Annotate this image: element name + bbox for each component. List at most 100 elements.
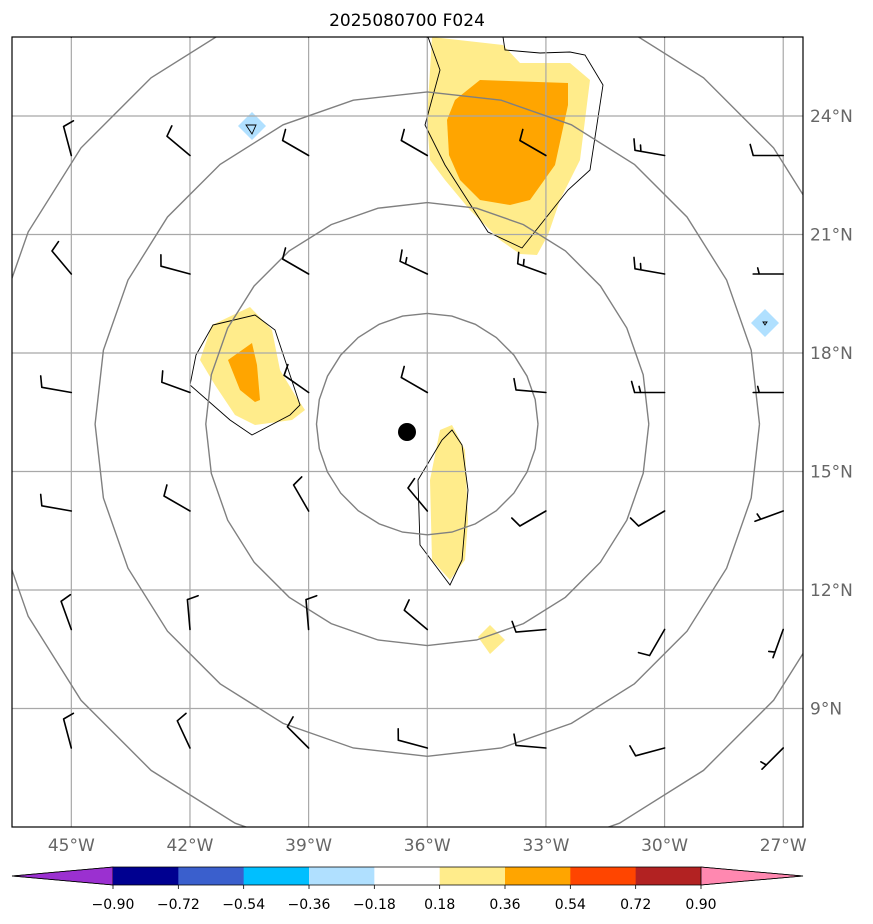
outline-west (189, 314, 301, 436)
shade-blue-nw (238, 112, 266, 140)
wind-barb-3-1 (161, 370, 191, 394)
wind-barb-6-0 (62, 712, 75, 749)
wind-barb-3-5 (630, 380, 666, 394)
wind-barb-0-0 (70, 37, 73, 38)
colorbar-segment-3 (309, 867, 375, 885)
wind-barb-1-1 (166, 125, 191, 157)
colorbar-segment-2 (243, 867, 310, 885)
colorbar-tick-label: 0.36 (489, 897, 520, 913)
range-ring-4 (12, 37, 803, 827)
wind-barb-3-3 (400, 365, 429, 394)
colorbar-tick-label: −0.18 (353, 897, 396, 913)
colorbar-tick-label: −0.90 (92, 897, 135, 913)
wind-barb-3-2 (283, 363, 310, 394)
lat-tick-label: 12°N (810, 581, 853, 601)
colorbar-tick-label: −0.36 (288, 897, 331, 913)
colorbar: −0.90 −0.72 −0.54 −0.36 −0.18 0.18 0.36 0.54 0.7… (11, 866, 804, 913)
wind-barb-1-5 (633, 138, 666, 157)
colorbar-segment-6 (505, 867, 571, 885)
wind-barb-6-3 (397, 728, 429, 749)
wind-barb-4-0 (39, 493, 73, 512)
wind-barb-3-4 (513, 377, 547, 394)
colorbar-segment-1 (178, 867, 245, 885)
lon-tick-label: 30°W (641, 836, 688, 856)
range-ring-1 (315, 312, 539, 536)
outline-blue-nw (245, 124, 257, 135)
wind-barb-1-3 (400, 128, 429, 157)
colorbar-tick-label: 0.54 (555, 897, 586, 913)
shade-orange-west (228, 343, 260, 402)
wind-barb-5-6 (768, 628, 784, 659)
lon-tick-label: 36°W (404, 836, 451, 856)
wind-barb-4-4 (511, 510, 547, 527)
gridlines (12, 37, 803, 827)
colorbar-segment-0 (113, 867, 179, 885)
wind-barb-2-3 (399, 249, 429, 275)
wind-barb-1-4 (519, 128, 547, 157)
wind-barb-5-4 (511, 620, 547, 633)
shade-blue-east (751, 309, 779, 337)
wind-barb-5-2 (305, 594, 318, 631)
colorbar-tick-label: 0.90 (685, 897, 716, 913)
range-ring-3 (94, 91, 761, 758)
colorbar-segment-5 (439, 867, 506, 885)
lat-tick-label: 15°N (810, 463, 853, 483)
lat-tick-label: 9°N (810, 700, 842, 720)
longitude-labels: 45°W 42°W 39°W 36°W 33°W 30°W 27°W (48, 836, 807, 856)
map-title: 2025080700 F024 (329, 11, 485, 31)
wind-barb-0-5 (663, 37, 667, 38)
wind-barb-4-1 (163, 484, 191, 512)
wind-barb-5-1 (186, 594, 199, 631)
wind-barb-2-1 (160, 254, 191, 275)
wind-barb-4-2 (292, 476, 310, 512)
lat-tick-label: 21°N (810, 226, 853, 246)
wind-barb-4-5 (629, 510, 666, 527)
center-marker (398, 423, 416, 441)
wind-barb-2-5 (633, 256, 666, 275)
wind-barbs (39, 37, 787, 770)
colorbar-extend-high (700, 866, 804, 886)
lat-tick-label: 18°N (810, 344, 853, 364)
lon-tick-label: 27°W (760, 836, 807, 856)
wind-barb-3-6 (752, 385, 784, 394)
lon-tick-label: 42°W (166, 836, 213, 856)
colorbar-segment-4 (374, 867, 441, 885)
outline-center (417, 429, 469, 586)
contour-outlines (189, 37, 768, 586)
wind-barb-1-0 (62, 120, 75, 157)
outline-north (424, 37, 604, 249)
wind-barb-0-4 (545, 37, 547, 38)
lon-tick-label: 33°W (522, 836, 569, 856)
colorbar-segment-8 (635, 867, 702, 885)
shade-light-south (478, 625, 505, 654)
range-rings (12, 37, 803, 827)
wind-barb-1-2 (281, 128, 310, 157)
wind-barb-2-2 (281, 247, 310, 275)
wind-barb-5-5 (637, 628, 666, 657)
lon-tick-label: 45°W (48, 836, 95, 856)
wind-barb-5-0 (60, 593, 73, 631)
plot-frame (11, 36, 804, 828)
wind-barb-4-3 (407, 477, 429, 512)
wind-barb-6-4 (513, 733, 547, 749)
wind-barb-6-1 (176, 712, 191, 749)
shade-light-center (430, 425, 468, 580)
wind-barb-1-6 (749, 143, 784, 157)
lon-tick-label: 39°W (285, 836, 332, 856)
wind-barb-6-6 (760, 747, 784, 770)
lat-tick-label: 24°N (810, 107, 853, 127)
colorbar-extend-low (11, 866, 114, 886)
wind-barb-0-1 (189, 37, 191, 38)
range-ring-2 (205, 201, 650, 647)
wind-barb-4-6 (754, 510, 784, 523)
colorbar-tick-label: −0.54 (222, 897, 265, 913)
colorbar-tick-label: 0.18 (424, 897, 455, 913)
wind-barb-0-2 (307, 37, 310, 38)
outline-blue-east (762, 321, 768, 326)
wind-barb-6-2 (286, 716, 310, 749)
colorbar-segment-7 (570, 867, 637, 885)
wind-barb-2-6 (752, 267, 784, 275)
shade-orange-north (447, 80, 568, 205)
colorbar-tick-label: −0.72 (157, 897, 200, 913)
